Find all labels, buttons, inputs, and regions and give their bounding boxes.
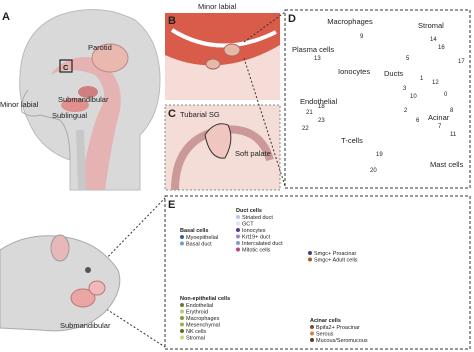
label: Mucous/Seromucous bbox=[316, 338, 368, 344]
legend-swatch bbox=[236, 241, 240, 245]
label: 21 bbox=[306, 110, 313, 116]
label: 23 bbox=[318, 118, 325, 124]
label: Soft palate bbox=[235, 149, 271, 158]
label: B bbox=[168, 15, 176, 27]
label: 11 bbox=[450, 132, 457, 138]
label: Mast cells bbox=[430, 160, 464, 169]
label: 3 bbox=[403, 86, 407, 92]
label: Intercalated duct bbox=[242, 241, 283, 247]
label: E bbox=[168, 199, 175, 211]
label: Smgc+ Proacinar bbox=[314, 251, 357, 257]
label: Ducts bbox=[384, 69, 403, 78]
legend-swatch bbox=[180, 303, 184, 307]
label: Submandibular bbox=[60, 321, 111, 330]
label: Mesenchymal bbox=[186, 323, 220, 329]
legend-swatch bbox=[180, 316, 184, 320]
label: 7 bbox=[438, 124, 442, 130]
label: Basal cells bbox=[180, 228, 208, 234]
legend-swatch bbox=[310, 325, 314, 329]
label: 13 bbox=[314, 56, 321, 62]
label: Plasma cells bbox=[292, 45, 334, 54]
label: Striated duct bbox=[242, 215, 273, 221]
labels: A Parotid C Minor labial Submandibular Sublin… bbox=[0, 2, 465, 344]
label: 17 bbox=[458, 59, 465, 65]
label: Macrophages bbox=[327, 17, 373, 26]
legend-swatch bbox=[180, 335, 184, 340]
head-illustration bbox=[19, 9, 161, 191]
label: 16 bbox=[438, 45, 445, 51]
label: Serous bbox=[316, 332, 334, 338]
legend-swatch bbox=[180, 329, 184, 333]
label: 9 bbox=[360, 34, 364, 40]
label: 22 bbox=[302, 126, 309, 132]
legend-swatch bbox=[236, 215, 240, 219]
label: Acinar bbox=[428, 113, 450, 122]
legend-swatch bbox=[308, 251, 312, 255]
label: Endothelial bbox=[300, 97, 337, 106]
legend-swatch bbox=[310, 338, 314, 342]
legend-swatch bbox=[180, 235, 184, 239]
label: Non-epithelial cells bbox=[180, 296, 230, 302]
label: 1 bbox=[420, 76, 424, 82]
label: Minor labial bbox=[0, 100, 39, 109]
label: Tubarial SG bbox=[180, 110, 220, 119]
label: Macrophages bbox=[186, 316, 220, 322]
label: 20 bbox=[370, 168, 377, 174]
label: Submandibular bbox=[58, 95, 109, 104]
label: Parotid bbox=[88, 43, 112, 52]
label: Krt19+ duct bbox=[242, 235, 271, 241]
panel-d-frame bbox=[284, 9, 471, 189]
label: Minor labial bbox=[198, 2, 237, 11]
label: NK cells bbox=[186, 329, 206, 335]
label: C bbox=[168, 108, 176, 120]
label: Ionocytes bbox=[338, 67, 370, 76]
lip bbox=[165, 13, 280, 66]
legend-swatch bbox=[308, 257, 312, 262]
label: Endothelial bbox=[186, 303, 213, 309]
label: Myoepithelial bbox=[186, 235, 218, 241]
label: 8 bbox=[450, 108, 454, 114]
legend-swatch bbox=[180, 322, 184, 327]
label: 14 bbox=[430, 37, 437, 43]
label: Smgc+ Adult cells bbox=[314, 258, 358, 264]
legend-swatch bbox=[236, 228, 240, 232]
label: 10 bbox=[410, 94, 417, 100]
label: D bbox=[288, 13, 296, 25]
legend-swatch bbox=[236, 247, 240, 252]
label: 19 bbox=[376, 152, 383, 158]
label: Mitotic cells bbox=[242, 248, 271, 254]
label: 0 bbox=[444, 92, 448, 98]
label: Stromal bbox=[418, 21, 444, 30]
mouse-illustration bbox=[0, 234, 121, 332]
legend-swatch bbox=[236, 221, 240, 226]
label: T-cells bbox=[341, 136, 363, 145]
label: Basal duct bbox=[186, 242, 212, 248]
label: Acinar cells bbox=[310, 318, 341, 324]
panel-e-frame bbox=[164, 195, 471, 350]
label: C bbox=[63, 63, 69, 72]
label: GCT bbox=[242, 222, 254, 228]
label: 5 bbox=[406, 56, 410, 62]
legend-swatch bbox=[236, 234, 240, 239]
label: Bpifa2+ Proacinar bbox=[316, 325, 360, 331]
label: 6 bbox=[416, 118, 420, 124]
label: Sublingual bbox=[52, 111, 87, 120]
legend-swatch bbox=[310, 331, 314, 336]
legend-swatch bbox=[180, 241, 184, 246]
label: 2 bbox=[404, 108, 408, 114]
label: A bbox=[2, 11, 10, 23]
label: Erythroid bbox=[186, 310, 208, 316]
label: 18 bbox=[318, 104, 325, 110]
label: Stromal bbox=[186, 336, 205, 342]
legend-swatch bbox=[180, 309, 184, 314]
label: Duct cells bbox=[236, 208, 262, 214]
label: Ionocytes bbox=[242, 228, 266, 234]
label: 12 bbox=[432, 80, 439, 86]
